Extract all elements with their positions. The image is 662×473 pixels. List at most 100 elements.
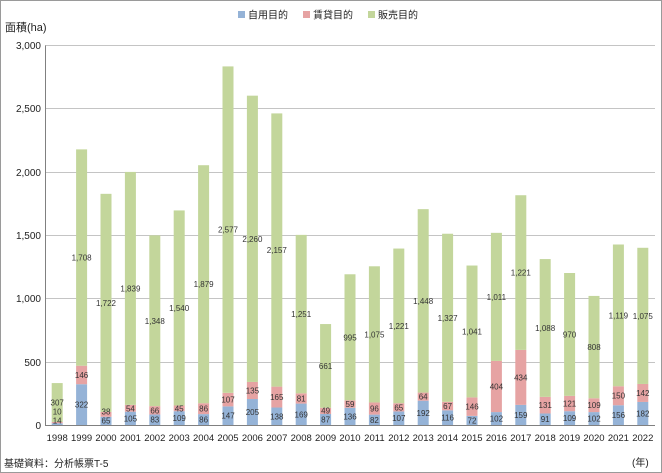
bar-segment	[368, 266, 380, 403]
bar-segment	[539, 413, 551, 425]
x-axis-unit: (年)	[632, 456, 649, 469]
bar-segment	[442, 410, 454, 425]
data-label: 661	[319, 362, 333, 371]
data-label: 1,011	[487, 293, 507, 302]
data-label: 808	[587, 343, 601, 352]
data-label: 64	[419, 393, 428, 402]
bar-segment	[466, 415, 478, 425]
x-tick-label: 2013	[413, 433, 434, 444]
data-label: 404	[490, 382, 504, 391]
data-label: 1,041	[462, 327, 483, 336]
bar-segment	[417, 209, 429, 393]
bar-segment	[539, 259, 551, 397]
data-label: 86	[199, 405, 208, 414]
data-label: 1,327	[438, 314, 459, 323]
bar-segment	[100, 193, 112, 412]
bar-segment	[295, 234, 307, 394]
data-label: 159	[514, 411, 528, 420]
data-label: 105	[124, 414, 138, 423]
x-tick-label: 2009	[315, 433, 336, 444]
legend-label: 自用目的	[248, 9, 288, 22]
bar-segment	[222, 66, 234, 393]
bar-segment	[271, 386, 283, 408]
y-tick-label: 0	[35, 421, 41, 432]
x-tick-label: 2022	[632, 433, 653, 444]
bar-segment	[466, 397, 478, 416]
legend-swatch	[238, 11, 245, 18]
data-label: 59	[346, 400, 355, 409]
bar-segment	[637, 247, 649, 384]
bar-segment	[539, 396, 551, 414]
data-label: 107	[221, 396, 235, 405]
data-label: 14	[53, 417, 62, 426]
bar-segment	[173, 405, 185, 412]
bar-segment	[76, 149, 88, 366]
x-tick-label: 2011	[364, 433, 384, 444]
bar-segment	[124, 171, 136, 405]
bar-segment	[588, 398, 600, 413]
data-label: 147	[221, 412, 235, 421]
data-label: 192	[417, 409, 431, 418]
data-label: 150	[612, 392, 626, 401]
data-label: 2,260	[242, 235, 263, 244]
bar-segment	[320, 413, 332, 425]
bar-segment	[417, 400, 429, 425]
data-label: 136	[343, 412, 357, 421]
bar-segment	[246, 381, 258, 400]
x-tick-label: 2014	[437, 433, 458, 444]
bar-segment	[100, 411, 112, 417]
data-label: 96	[370, 405, 379, 414]
bar-segment	[173, 210, 185, 406]
y-tick-label: 1,500	[16, 231, 41, 242]
y-tick-label: 2,500	[16, 104, 41, 115]
bar-segment	[76, 384, 88, 425]
bar-segment	[417, 392, 429, 401]
y-axis-title: 面積(ha)	[5, 20, 47, 34]
x-tick-label: 2015	[461, 433, 482, 444]
bar-segment	[515, 195, 527, 350]
bar-segment	[51, 383, 63, 422]
data-label: 156	[612, 411, 626, 420]
data-label: 434	[514, 373, 528, 382]
bars	[51, 66, 649, 425]
data-label: 109	[563, 414, 577, 423]
data-label: 45	[175, 404, 184, 413]
bar-segment	[612, 244, 624, 387]
bar-segment	[442, 401, 454, 411]
bar-segment	[124, 404, 136, 412]
data-label: 1,708	[72, 254, 93, 263]
data-label: 54	[126, 404, 135, 413]
data-label: 38	[102, 408, 111, 417]
data-label: 1,879	[194, 280, 215, 289]
bar-segment	[612, 386, 624, 406]
data-label: 116	[441, 414, 454, 423]
bar-segment	[198, 414, 210, 425]
bar-segment	[637, 383, 649, 402]
bar-segment	[490, 232, 502, 361]
data-label: 142	[636, 389, 650, 398]
data-label: 1,540	[169, 304, 190, 313]
bar-segment	[344, 274, 356, 401]
bar-segment	[51, 423, 63, 425]
data-label: 109	[587, 401, 601, 410]
bar-segment	[149, 406, 161, 415]
source-note: 基礎資料：分析帳票T-5	[4, 457, 109, 470]
data-label: 131	[539, 401, 553, 410]
data-label: 1,221	[511, 269, 532, 278]
x-tick-label: 2007	[266, 433, 287, 444]
x-tick-label: 2000	[95, 433, 116, 444]
x-tick-label: 2002	[144, 433, 165, 444]
data-label: 182	[636, 409, 650, 418]
data-label: 1,075	[633, 312, 654, 321]
bar-segment	[564, 273, 576, 396]
bar-segment	[149, 235, 161, 407]
data-label: 83	[150, 416, 159, 425]
bar-segment	[295, 403, 307, 425]
bar-segment	[393, 248, 405, 404]
data-label: 87	[321, 415, 330, 424]
x-tick-label: 2020	[583, 433, 604, 444]
y-axis-ticks: 0 500 1,000 1,500 2,000 2,500 3,000	[16, 41, 41, 432]
data-label: 86	[199, 416, 208, 425]
data-label: 10	[53, 408, 62, 417]
